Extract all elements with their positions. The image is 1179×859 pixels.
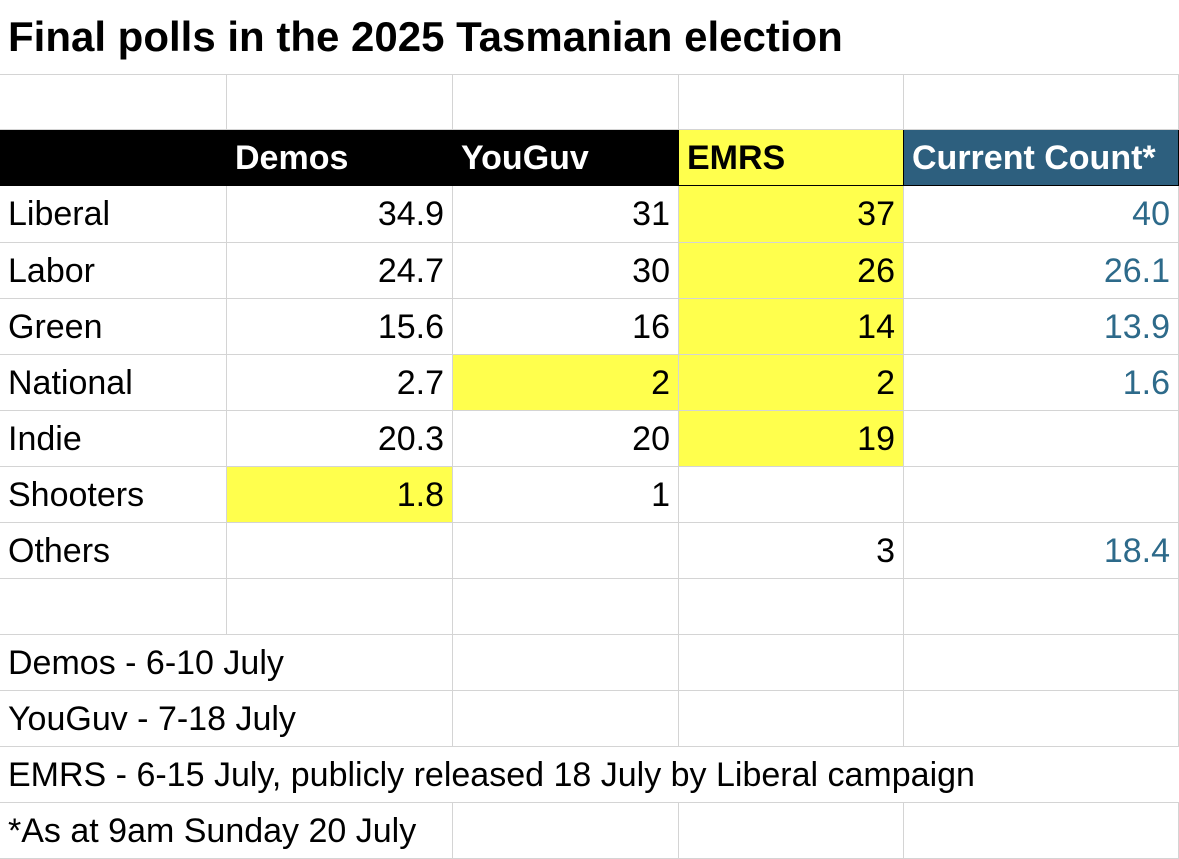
youguv-value-cell[interactable]: 31 [453, 186, 679, 243]
current-count-value-cell[interactable]: 1.6 [904, 355, 1179, 411]
youguv-value-cell[interactable]: 1 [453, 467, 679, 523]
empty-cell[interactable] [0, 579, 227, 635]
demos-value-cell[interactable]: 1.8 [227, 467, 453, 523]
demos-value-cell[interactable]: 24.7 [227, 243, 453, 299]
demos-value-cell[interactable]: 15.6 [227, 299, 453, 355]
note-cell[interactable]: EMRS - 6-15 July, publicly released 18 J… [0, 747, 1179, 803]
demos-value-cell[interactable] [227, 523, 453, 579]
empty-cell[interactable] [904, 635, 1179, 691]
party-name-cell[interactable]: National [0, 355, 227, 411]
emrs-value-cell[interactable]: 37 [679, 186, 904, 243]
party-name-cell[interactable]: Labor [0, 243, 227, 299]
page-title: Final polls in the 2025 Tasmanian electi… [0, 0, 1179, 75]
youguv-value-cell[interactable]: 16 [453, 299, 679, 355]
empty-cell[interactable] [0, 75, 227, 130]
youguv-value-cell[interactable] [453, 523, 679, 579]
youguv-value-cell[interactable]: 30 [453, 243, 679, 299]
current-count-value-cell[interactable] [904, 411, 1179, 467]
empty-cell[interactable] [679, 75, 904, 130]
party-name-cell[interactable]: Others [0, 523, 227, 579]
current-count-value-cell[interactable]: 18.4 [904, 523, 1179, 579]
emrs-value-cell[interactable]: 3 [679, 523, 904, 579]
emrs-value-cell[interactable]: 14 [679, 299, 904, 355]
empty-cell[interactable] [227, 75, 453, 130]
empty-cell[interactable] [679, 803, 904, 859]
empty-cell[interactable] [679, 691, 904, 747]
empty-cell[interactable] [904, 75, 1179, 130]
party-name-cell[interactable]: Shooters [0, 467, 227, 523]
note-cell[interactable]: YouGuv - 7-18 July [0, 691, 453, 747]
party-name-cell[interactable]: Green [0, 299, 227, 355]
header-cell-blank[interactable] [0, 130, 227, 186]
empty-cell[interactable] [453, 579, 679, 635]
emrs-value-cell[interactable]: 2 [679, 355, 904, 411]
current-count-value-cell[interactable]: 13.9 [904, 299, 1179, 355]
youguv-value-cell[interactable]: 2 [453, 355, 679, 411]
empty-cell[interactable] [904, 579, 1179, 635]
demos-value-cell[interactable]: 20.3 [227, 411, 453, 467]
empty-cell[interactable] [679, 635, 904, 691]
empty-cell[interactable] [453, 691, 679, 747]
demos-value-cell[interactable]: 2.7 [227, 355, 453, 411]
header-emrs[interactable]: EMRS [679, 130, 904, 186]
youguv-value-cell[interactable]: 20 [453, 411, 679, 467]
party-name-cell[interactable]: Liberal [0, 186, 227, 243]
empty-cell[interactable] [904, 803, 1179, 859]
demos-value-cell[interactable]: 34.9 [227, 186, 453, 243]
note-cell[interactable]: *As at 9am Sunday 20 July [0, 803, 453, 859]
party-name-cell[interactable]: Indie [0, 411, 227, 467]
header-youguv[interactable]: YouGuv [453, 130, 679, 186]
current-count-value-cell[interactable] [904, 467, 1179, 523]
header-demos[interactable]: Demos [227, 130, 453, 186]
empty-cell[interactable] [453, 803, 679, 859]
empty-cell[interactable] [453, 75, 679, 130]
current-count-value-cell[interactable]: 40 [904, 186, 1179, 243]
header-current-count[interactable]: Current Count* [904, 130, 1179, 186]
note-cell[interactable]: Demos - 6-10 July [0, 635, 453, 691]
empty-cell[interactable] [227, 579, 453, 635]
emrs-value-cell[interactable] [679, 467, 904, 523]
empty-cell[interactable] [453, 635, 679, 691]
empty-cell[interactable] [679, 579, 904, 635]
current-count-value-cell[interactable]: 26.1 [904, 243, 1179, 299]
emrs-value-cell[interactable]: 19 [679, 411, 904, 467]
empty-cell[interactable] [904, 691, 1179, 747]
emrs-value-cell[interactable]: 26 [679, 243, 904, 299]
